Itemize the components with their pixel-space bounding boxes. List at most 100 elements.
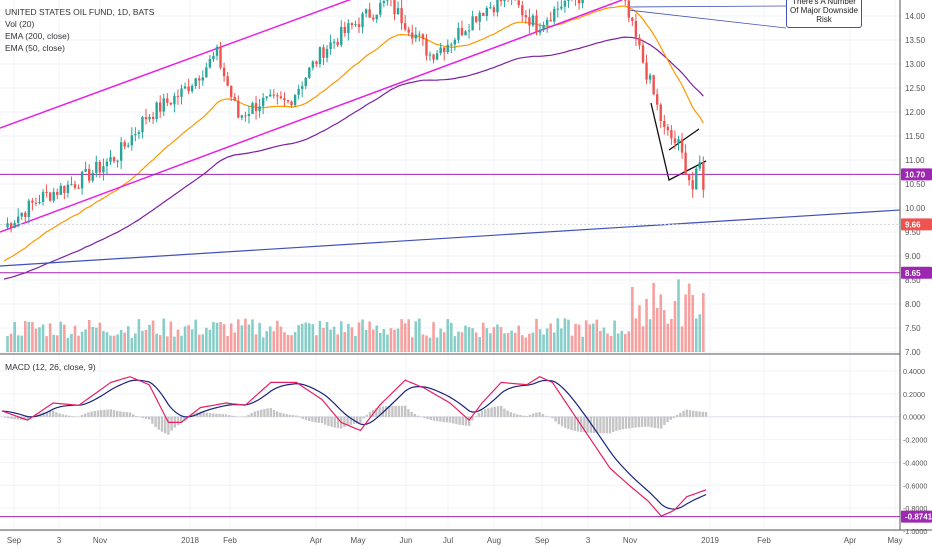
candle-body bbox=[524, 15, 528, 18]
volume-bar bbox=[581, 336, 584, 352]
legend-ema200[interactable]: EMA (200, close) bbox=[5, 31, 70, 41]
macd-histogram-bar bbox=[224, 414, 228, 417]
macd-histogram-bar bbox=[564, 416, 567, 428]
macd-histogram-bar bbox=[516, 414, 519, 417]
candle-body bbox=[638, 37, 641, 46]
candle-body bbox=[538, 29, 542, 33]
volume-bar bbox=[272, 331, 276, 352]
macd-histogram-bar bbox=[538, 412, 541, 417]
volume-bar bbox=[673, 301, 677, 352]
candle-body bbox=[269, 94, 272, 97]
volume-bar bbox=[123, 332, 126, 352]
volume-bar bbox=[95, 327, 98, 352]
volume-bar bbox=[226, 336, 229, 352]
volume-bar bbox=[666, 323, 670, 352]
macd-legend[interactable]: MACD (12, 26, close, 9) bbox=[5, 362, 96, 372]
macd-histogram-bar bbox=[365, 414, 368, 417]
volume-bar bbox=[375, 325, 379, 352]
volume-bar bbox=[347, 323, 350, 352]
candle-body bbox=[450, 44, 453, 46]
candle-body bbox=[545, 19, 549, 25]
channel-upper-line bbox=[0, 0, 352, 129]
macd-level-badge: -0.8741 bbox=[905, 513, 932, 522]
macd-histogram-bar bbox=[87, 412, 90, 417]
legend-vol[interactable]: Vol (20) bbox=[5, 19, 35, 29]
volume-bar bbox=[80, 331, 84, 352]
legend-ema50[interactable]: EMA (50, close) bbox=[5, 43, 65, 53]
macd-histogram-bar bbox=[464, 416, 468, 426]
macd-histogram-bar bbox=[256, 410, 260, 417]
annotation-callout[interactable]: There's A Number Of Major Downside Risk bbox=[786, 0, 862, 28]
candle-body bbox=[212, 55, 215, 60]
volume-bar bbox=[464, 325, 467, 352]
volume-bar bbox=[414, 321, 418, 352]
volume-bar bbox=[478, 337, 481, 352]
volume-bar bbox=[137, 319, 141, 352]
volume-bar bbox=[698, 314, 702, 352]
pennant-upper bbox=[668, 128, 700, 151]
candle-body bbox=[215, 46, 219, 56]
candle-body bbox=[137, 132, 141, 135]
candle-body bbox=[325, 49, 329, 58]
volume-bar bbox=[453, 336, 457, 352]
macd-histogram-bar bbox=[298, 416, 301, 418]
macd-histogram-bar bbox=[605, 416, 608, 434]
macd-histogram-bar bbox=[55, 412, 58, 417]
volume-bar bbox=[134, 333, 137, 352]
macd-histogram-bar bbox=[368, 411, 372, 417]
volume-bar bbox=[396, 328, 400, 352]
volume-bar bbox=[258, 322, 261, 352]
volume-bar bbox=[300, 323, 304, 352]
candle-body bbox=[261, 97, 265, 107]
volume-bar bbox=[276, 320, 279, 352]
macd-histogram-bar bbox=[599, 416, 602, 434]
chart-title: UNITED STATES OIL FUND, 1D, BATS bbox=[5, 7, 155, 17]
time-tick-label: Aug bbox=[487, 536, 501, 545]
candle-body bbox=[24, 212, 27, 218]
candle-body bbox=[425, 39, 428, 56]
volume-bar bbox=[418, 318, 421, 352]
volume-bar bbox=[467, 327, 471, 352]
candle-body bbox=[634, 20, 638, 38]
macd-histogram-bar bbox=[589, 416, 592, 433]
price-tick-label: 13.00 bbox=[905, 60, 926, 69]
macd-histogram-bar bbox=[592, 416, 596, 433]
macd-histogram-bar bbox=[170, 416, 173, 431]
candle-body bbox=[670, 130, 673, 139]
macd-histogram-bar bbox=[359, 416, 362, 424]
volume-bar bbox=[371, 329, 375, 352]
candle-body bbox=[656, 94, 659, 105]
volume-bar bbox=[407, 319, 410, 352]
volume-bar bbox=[84, 329, 87, 352]
macd-histogram-bar bbox=[397, 405, 400, 417]
channel-lower-line bbox=[0, 0, 623, 233]
candle-body bbox=[219, 46, 222, 68]
candle-body bbox=[641, 45, 645, 63]
candle-body bbox=[443, 47, 446, 53]
candle-body bbox=[503, 0, 506, 2]
volume-bar bbox=[677, 279, 680, 352]
candle-body bbox=[698, 162, 701, 169]
candle-body bbox=[233, 97, 236, 101]
volume-bar bbox=[435, 337, 439, 352]
candle-body bbox=[467, 30, 471, 32]
candle-body bbox=[276, 95, 279, 97]
candle-body bbox=[98, 161, 102, 173]
candle-body bbox=[492, 7, 496, 13]
macd-histogram-bar bbox=[695, 411, 698, 417]
candle-body bbox=[13, 222, 16, 228]
volume-bar bbox=[499, 327, 503, 352]
macd-histogram-bar bbox=[64, 415, 68, 417]
volume-bar bbox=[102, 330, 105, 352]
macd-histogram-bar bbox=[666, 416, 669, 423]
volume-bar bbox=[648, 319, 652, 352]
volume-bar bbox=[638, 305, 641, 352]
volume-bar bbox=[201, 334, 205, 352]
macd-histogram-bar bbox=[512, 413, 516, 417]
macd-histogram-bar bbox=[704, 411, 708, 417]
macd-histogram-bar bbox=[96, 410, 100, 417]
candle-body bbox=[254, 103, 258, 111]
candle-body bbox=[84, 168, 87, 172]
